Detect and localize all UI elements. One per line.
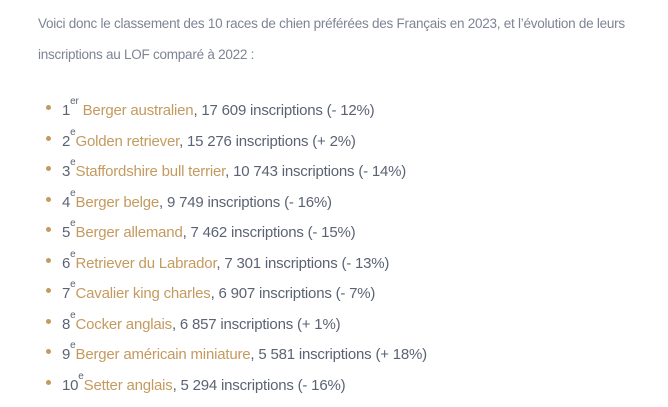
rank-ordinal-suffix: er (70, 96, 79, 107)
rank-ordinal-suffix: e (70, 218, 76, 229)
ranking-item-text: 1er Berger australien, 17 609 inscriptio… (62, 97, 375, 121)
rank-ordinal-suffix: e (70, 340, 76, 351)
ranking-item-text: 6eRetriever du Labrador, 7 301 inscripti… (62, 249, 390, 274)
inscription-details: , 5 294 inscriptions (- 16%) (172, 376, 346, 394)
ranking-item-text: 3eStaffordshire bull terrier, 10 743 ins… (62, 158, 407, 182)
breed-link[interactable]: Berger américain miniature (75, 346, 251, 363)
ranking-list-item: 7eCavalier king charles, 6 907 inscripti… (46, 280, 640, 304)
rank-ordinal-suffix: e (70, 248, 76, 260)
rank-ordinal-suffix: e (70, 279, 76, 290)
rank-ordinal-suffix: e (70, 126, 76, 138)
bullet-icon (46, 379, 51, 385)
breed-link[interactable]: Golden retriever (75, 132, 180, 150)
inscription-details: , 10 743 inscriptions (- 14%) (225, 163, 407, 180)
ranking-item-text: 8eCocker anglais, 6 857 inscriptions (+ … (62, 310, 341, 335)
ranking-list-item: 4eBerger belge, 9 749 inscriptions (- 16… (46, 188, 640, 213)
ranking-item-text: 10eSetter anglais, 5 294 inscriptions (-… (62, 371, 346, 396)
inscription-details: , 15 276 inscriptions (+ 2%) (179, 132, 356, 150)
rank-ordinal-suffix: e (70, 187, 76, 199)
rank-number: 10 (62, 376, 79, 394)
rank-number: 3 (62, 163, 71, 180)
inscription-details: , 5 581 inscriptions (+ 18%) (250, 346, 427, 363)
ranking-list-item: 8eCocker anglais, 6 857 inscriptions (+ … (46, 310, 640, 335)
ranking-item-text: 2eGolden retriever, 15 276 inscriptions … (62, 127, 356, 152)
bullet-icon (46, 135, 51, 141)
rank-ordinal-suffix: e (70, 309, 76, 321)
bullet-icon (46, 318, 51, 324)
rank-ordinal-suffix: e (78, 370, 84, 382)
breed-link[interactable]: Retriever du Labrador (75, 254, 217, 272)
bullet-icon (46, 196, 51, 202)
intro-paragraph: Voici donc le classement des 10 races de… (38, 6, 640, 70)
bullet-icon (46, 257, 51, 263)
breed-link[interactable]: Staffordshire bull terrier (75, 163, 226, 180)
ranking-item-text: 9eBerger américain miniature, 5 581 insc… (62, 341, 427, 365)
breed-link[interactable]: Setter anglais (83, 376, 173, 394)
breed-link[interactable]: Cocker anglais (75, 315, 173, 333)
ranking-list-item: 10eSetter anglais, 5 294 inscriptions (-… (46, 371, 640, 396)
ranking-list: 1er Berger australien, 17 609 inscriptio… (38, 97, 640, 396)
ranking-list-item: 1er Berger australien, 17 609 inscriptio… (46, 97, 640, 121)
ranking-list-item: 9eBerger américain miniature, 5 581 insc… (46, 341, 640, 365)
rank-number: 1 (62, 102, 71, 119)
ranking-list-item: 3eStaffordshire bull terrier, 10 743 ins… (46, 158, 640, 182)
ranking-list-item: 2eGolden retriever, 15 276 inscriptions … (46, 127, 640, 152)
breed-link[interactable]: Cavalier king charles (75, 285, 211, 302)
ranking-item-text: 4eBerger belge, 9 749 inscriptions (- 16… (62, 188, 332, 213)
breed-link[interactable]: Berger belge (75, 193, 160, 211)
inscription-details: , 6 907 inscriptions (- 7%) (210, 285, 376, 302)
breed-link[interactable]: Berger allemand (75, 224, 183, 241)
article-content: Voici donc le classement des 10 races de… (38, 6, 640, 396)
inscription-details: , 7 301 inscriptions (- 13%) (216, 254, 390, 272)
intro-line-1: Voici donc le classement des 10 races de… (38, 16, 625, 31)
rank-ordinal-suffix: e (70, 157, 76, 168)
bullet-icon (46, 227, 51, 232)
intro-line-2: inscriptions au LOF comparé à 2022 : (38, 47, 255, 62)
bullet-icon (46, 349, 51, 354)
breed-link[interactable]: Berger australien (82, 102, 194, 119)
rank-number: 9 (62, 346, 71, 363)
inscription-details: , 9 749 inscriptions (- 16%) (159, 193, 332, 211)
rank-number: 6 (62, 254, 71, 272)
rank-number: 8 (62, 315, 71, 333)
bullet-icon (46, 105, 51, 110)
ranking-list-item: 6eRetriever du Labrador, 7 301 inscripti… (46, 249, 640, 274)
rank-number: 4 (62, 193, 71, 211)
bullet-icon (46, 288, 51, 293)
rank-number: 2 (62, 132, 71, 150)
ranking-item-text: 5eBerger allemand, 7 462 inscriptions (-… (62, 219, 356, 243)
inscription-details: , 7 462 inscriptions (- 15%) (182, 224, 356, 241)
rank-number: 7 (62, 285, 71, 302)
ranking-list-item: 5eBerger allemand, 7 462 inscriptions (-… (46, 219, 640, 243)
rank-number: 5 (62, 224, 71, 241)
ranking-item-text: 7eCavalier king charles, 6 907 inscripti… (62, 280, 376, 304)
inscription-details: , 6 857 inscriptions (+ 1%) (171, 315, 341, 333)
inscription-details: , 17 609 inscriptions (- 12%) (193, 102, 375, 119)
bullet-icon (46, 166, 51, 171)
